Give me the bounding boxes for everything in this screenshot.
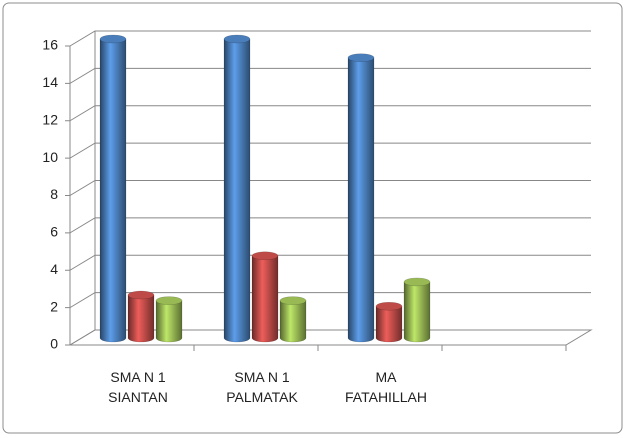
bar — [279, 296, 307, 343]
grid-line — [69, 67, 591, 84]
grid-line — [69, 217, 591, 234]
y-tick-label: 6 — [50, 224, 58, 240]
y-tick-label: 2 — [50, 298, 58, 314]
grid-line — [69, 142, 591, 159]
y-tick-label: 16 — [42, 37, 58, 53]
y-tick-label: 14 — [42, 74, 58, 90]
y-tick-label: 8 — [50, 186, 58, 202]
x-tick-label: SMA N 1 PALMATAK — [226, 369, 298, 405]
x-tick-label: MA FATAHILLAH — [345, 369, 427, 405]
bar — [127, 290, 155, 343]
bar — [223, 34, 251, 343]
bar — [403, 277, 431, 343]
grid-line — [69, 30, 591, 47]
grid-line — [69, 254, 591, 271]
bar — [155, 296, 183, 343]
y-tick-label: 12 — [42, 111, 58, 127]
x-tick-label: SMA N 1 SIANTAN — [108, 369, 168, 405]
y-tick-label: 10 — [42, 149, 58, 165]
bar — [347, 53, 375, 343]
bar — [375, 301, 403, 343]
y-tick-label: 4 — [50, 261, 58, 277]
bar — [99, 34, 127, 343]
bar — [251, 251, 279, 343]
grid-line — [69, 105, 591, 122]
y-tick-label: 0 — [50, 336, 58, 352]
grid-line — [69, 180, 591, 196]
